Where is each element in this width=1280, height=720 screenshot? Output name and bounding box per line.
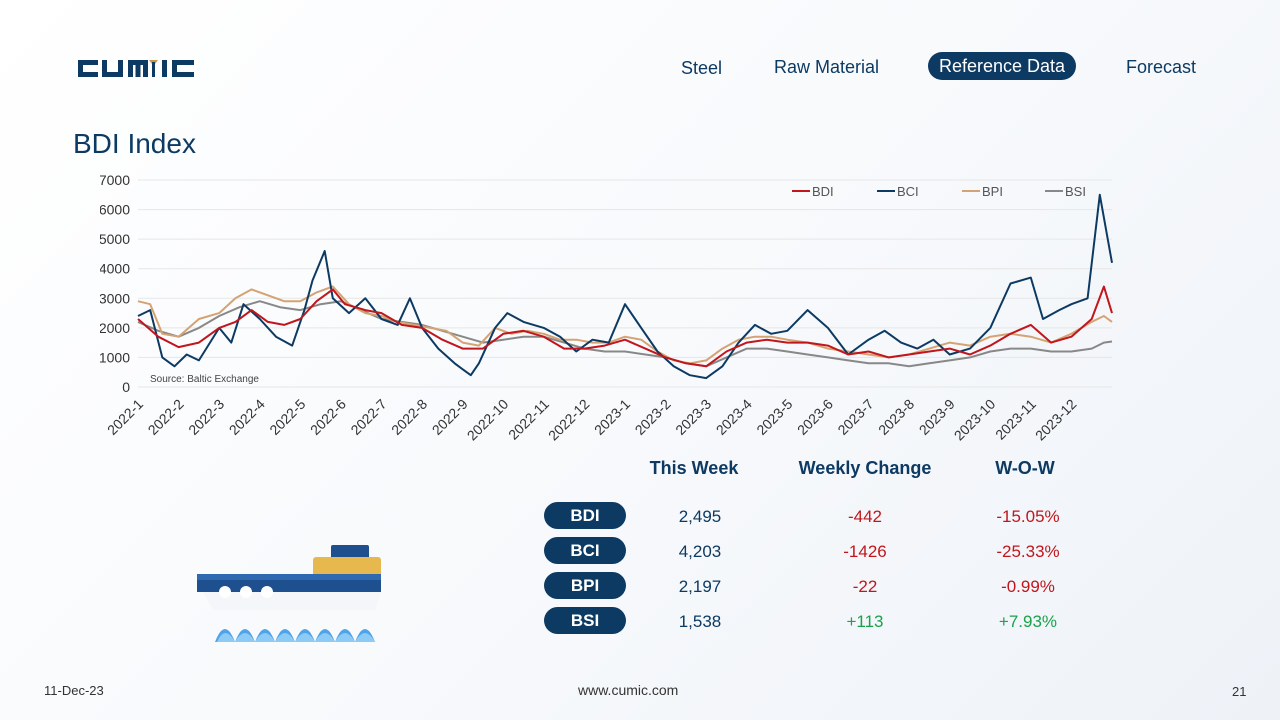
x-tick-label: 2022-11 bbox=[505, 396, 552, 443]
x-tick-label: 2022-6 bbox=[307, 396, 349, 438]
x-tick-label: 2023-10 bbox=[951, 396, 999, 444]
footer-url[interactable]: www.cumic.com bbox=[578, 682, 679, 698]
x-tick-label: 2022-5 bbox=[266, 396, 308, 438]
index-label-bpi: BPI bbox=[544, 572, 626, 599]
x-tick-label: 2022-10 bbox=[464, 396, 512, 444]
series-line-bsi bbox=[137, 300, 1113, 368]
this-week-value: 2,197 bbox=[678, 577, 722, 596]
y-tick-label: 2000 bbox=[100, 320, 130, 336]
y-tick-label: 5000 bbox=[100, 231, 130, 247]
y-tick-label: 1000 bbox=[100, 349, 130, 365]
nav-reference-data[interactable]: Reference Data bbox=[928, 52, 1077, 80]
x-tick-label: 2023-2 bbox=[632, 396, 674, 438]
x-tick-label: 2022-2 bbox=[145, 396, 187, 438]
index-label-bsi: BSI bbox=[544, 607, 626, 634]
index-label-bdi: BDI bbox=[544, 502, 626, 529]
weekly-change-value: -1426 bbox=[843, 542, 887, 561]
ship-icon bbox=[197, 545, 385, 642]
chart-source-note: Source: Baltic Exchange bbox=[150, 374, 259, 385]
x-tick-label: 2023-5 bbox=[753, 396, 795, 438]
nav-raw-material[interactable]: Raw Material bbox=[774, 57, 880, 77]
footer-date: 11-Dec-23 bbox=[44, 683, 104, 698]
this-week-value: 4,203 bbox=[678, 542, 722, 561]
wow-value: -15.05% bbox=[996, 507, 1060, 526]
bdi-line-chart: 010002000300040005000600070002022-12022-… bbox=[100, 172, 1113, 444]
x-tick-label: 2022-1 bbox=[104, 396, 146, 438]
cumic-logo bbox=[78, 60, 194, 77]
weekly-change-value: -22 bbox=[852, 577, 878, 596]
x-tick-label: 2023-6 bbox=[794, 396, 836, 438]
x-tick-label: 2022-12 bbox=[545, 396, 593, 444]
this-week-value: 2,495 bbox=[678, 507, 722, 526]
y-tick-label: 6000 bbox=[100, 202, 130, 218]
legend-label-bci: BCI bbox=[897, 184, 919, 199]
index-label-bci: BCI bbox=[544, 537, 626, 564]
nav-steel[interactable]: Steel bbox=[681, 58, 723, 78]
page-number: 21 bbox=[1232, 684, 1247, 699]
weekly-change-value: +113 bbox=[846, 612, 884, 631]
x-tick-label: 2023-7 bbox=[834, 396, 876, 438]
x-tick-label: 2023-4 bbox=[713, 396, 755, 438]
wow-value: -25.33% bbox=[996, 542, 1060, 561]
x-tick-label: 2023-8 bbox=[875, 396, 917, 438]
series-line-bci bbox=[137, 193, 1113, 380]
header-this-week: This Week bbox=[649, 458, 739, 478]
y-tick-label: 7000 bbox=[100, 172, 130, 188]
x-tick-label: 2023-3 bbox=[672, 396, 714, 438]
page-title: BDI Index bbox=[73, 128, 196, 159]
wow-value: +7.93% bbox=[998, 612, 1058, 631]
y-tick-label: 3000 bbox=[100, 290, 130, 306]
y-tick-label: 0 bbox=[122, 379, 130, 395]
legend-label-bdi: BDI bbox=[812, 184, 834, 199]
x-tick-label: 2022-7 bbox=[347, 396, 389, 438]
x-tick-label: 2022-8 bbox=[388, 396, 430, 438]
legend-label-bsi: BSI bbox=[1065, 184, 1086, 199]
header-wow: W-O-W bbox=[995, 458, 1055, 478]
legend-label-bpi: BPI bbox=[982, 184, 1003, 199]
weekly-change-value: -442 bbox=[847, 507, 883, 526]
header-weekly-change: Weekly Change bbox=[798, 458, 932, 478]
nav-forecast[interactable]: Forecast bbox=[1126, 57, 1197, 77]
y-tick-label: 4000 bbox=[100, 261, 130, 277]
x-tick-label: 2023-12 bbox=[1032, 396, 1080, 444]
x-tick-label: 2022-4 bbox=[226, 396, 268, 438]
this-week-value: 1,538 bbox=[678, 612, 722, 631]
wow-value: -0.99% bbox=[1001, 577, 1055, 596]
x-tick-label: 2022-3 bbox=[185, 396, 227, 438]
x-tick-label: 2023-1 bbox=[591, 396, 633, 438]
x-tick-label: 2023-11 bbox=[992, 396, 1039, 443]
series-line-bdi bbox=[137, 285, 1113, 368]
